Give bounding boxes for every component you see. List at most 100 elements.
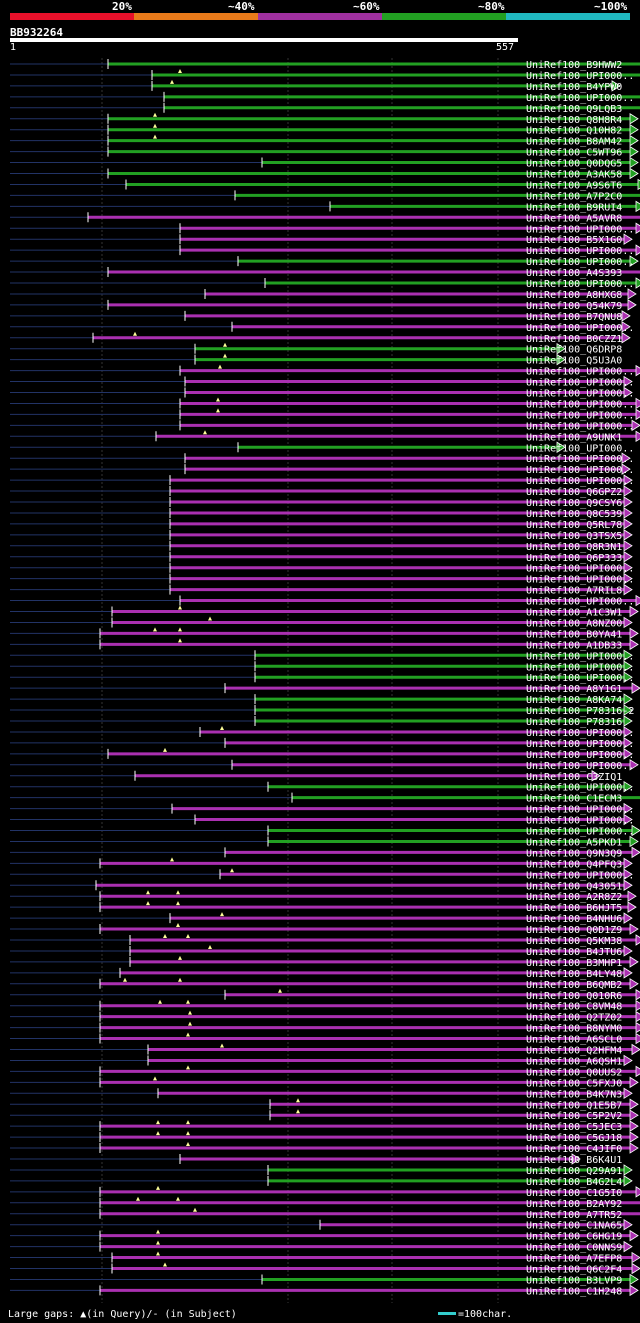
hit-label[interactable]: UniRef100_UPI000..: [526, 323, 634, 334]
hit-label[interactable]: UniRef100_B6QMB2: [526, 980, 622, 991]
hit-label[interactable]: UniRef100_UPI000..: [526, 378, 634, 389]
hit-label[interactable]: UniRef100_Q8H8R4: [526, 115, 622, 126]
hit-label[interactable]: UniRef100_Q1E5B7: [526, 1100, 622, 1111]
hit-label[interactable]: UniRef100_Q6DRP8: [526, 345, 622, 356]
hit-label[interactable]: UniRef100_B4G2L4: [526, 1177, 622, 1188]
hit-label[interactable]: UniRef100_A5PKD1: [526, 837, 622, 848]
hit-label[interactable]: UniRef100_C5FXJ0: [526, 1078, 622, 1089]
hit-label[interactable]: UniRef100_A7P2C0: [526, 191, 622, 202]
hit-label[interactable]: UniRef100_UPI000..: [526, 367, 634, 378]
hit-label[interactable]: UniRef100_C5P2V2: [526, 1111, 622, 1122]
hit-label[interactable]: UniRef100_UPI000..: [526, 805, 634, 816]
hit-label[interactable]: UniRef100_UPI000..: [526, 399, 634, 410]
hit-label[interactable]: UniRef100_UPI000..: [526, 597, 634, 608]
hit-label[interactable]: UniRef100_Q9N3Q9: [526, 848, 622, 859]
hit-label[interactable]: UniRef100_Q2HFM4: [526, 1046, 622, 1057]
hit-label[interactable]: UniRef100_UPI000..: [526, 224, 634, 235]
hit-label[interactable]: UniRef100_A2R8Z2: [526, 892, 622, 903]
hit-label[interactable]: UniRef100_A8HXG8: [526, 290, 622, 301]
hit-label[interactable]: UniRef100_Q9CSY6: [526, 498, 622, 509]
hit-label[interactable]: UniRef100_B4LY48: [526, 969, 622, 980]
hit-label[interactable]: UniRef100_A6SCL0: [526, 1035, 622, 1046]
hit-label[interactable]: UniRef100_B8AM42: [526, 137, 622, 148]
hit-label[interactable]: UniRef100_Q6P333: [526, 553, 622, 564]
hit-label[interactable]: UniRef100_B4YPW0: [526, 82, 622, 93]
hit-label[interactable]: UniRef100_Q0UUS2: [526, 1067, 622, 1078]
hit-label[interactable]: UniRef100_A1C3W1: [526, 608, 622, 619]
hit-label[interactable]: UniRef100_C1NA65: [526, 1221, 622, 1232]
hit-label[interactable]: UniRef100_C8VM48: [526, 1002, 622, 1013]
hit-label[interactable]: UniRef100_A8NZ00: [526, 618, 622, 629]
hit-label[interactable]: UniRef100_B4K7N3: [526, 1089, 622, 1100]
hit-label[interactable]: UniRef100_UPI000..: [526, 454, 634, 465]
hit-label[interactable]: UniRef100_Q4PFQ3: [526, 859, 622, 870]
hit-label[interactable]: UniRef100_UPI000..: [526, 827, 634, 838]
hit-label[interactable]: UniRef100_Q0DQG5: [526, 159, 622, 170]
hit-label[interactable]: UniRef100_UPI000..: [526, 761, 634, 772]
hit-label[interactable]: UniRef100_A4S393: [526, 268, 622, 279]
hit-label[interactable]: UniRef100_UPI000..: [526, 389, 634, 400]
hit-label[interactable]: UniRef100_B9RUI4: [526, 202, 622, 213]
hit-label[interactable]: UniRef100_A1DB33: [526, 640, 622, 651]
hit-label[interactable]: UniRef100_C1H248: [526, 1286, 622, 1297]
hit-label[interactable]: UniRef100_Q54K79: [526, 301, 622, 312]
hit-label[interactable]: UniRef100_B6HJT5: [526, 903, 622, 914]
hit-label[interactable]: UniRef100_Q8R3N1: [526, 542, 622, 553]
hit-label[interactable]: UniRef100_A9UNK1: [526, 432, 622, 443]
hit-label[interactable]: UniRef100_Q8C539: [526, 509, 622, 520]
hit-label[interactable]: UniRef100_C5WT96: [526, 148, 622, 159]
hit-label[interactable]: UniRef100_B0CZZ1: [526, 334, 622, 345]
hit-label[interactable]: UniRef100_C3ZIQ1: [526, 772, 622, 783]
hit-label[interactable]: UniRef100_C1G5I0: [526, 1188, 622, 1199]
hit-label[interactable]: UniRef100_Q5KM38: [526, 936, 622, 947]
hit-label[interactable]: UniRef100_Q6GPZ2: [526, 487, 622, 498]
hit-label[interactable]: UniRef100_B4JTU6: [526, 947, 622, 958]
hit-label[interactable]: UniRef100_C1ECM3: [526, 794, 622, 805]
hit-label[interactable]: UniRef100_UPI000..: [526, 279, 634, 290]
hit-label[interactable]: UniRef100_C5JEC3: [526, 1122, 622, 1133]
hit-label[interactable]: UniRef100_A9S6T6: [526, 180, 622, 191]
hit-label[interactable]: UniRef100_A7TR52: [526, 1210, 622, 1221]
hit-label[interactable]: UniRef100_B6K4U1: [526, 1155, 622, 1166]
hit-label[interactable]: UniRef100_A7RIL8: [526, 586, 622, 597]
hit-label[interactable]: UniRef100_UPI000..: [526, 816, 634, 827]
hit-label[interactable]: UniRef100_Q6C2F4: [526, 1265, 622, 1276]
hit-label[interactable]: UniRef100_UPI000..: [526, 410, 634, 421]
hit-label[interactable]: UniRef100_B3LVP9: [526, 1275, 622, 1286]
hit-label[interactable]: UniRef100_UPI000..: [526, 651, 634, 662]
hit-label[interactable]: UniRef100_B8NYM0: [526, 1024, 622, 1035]
hit-label[interactable]: UniRef100_P78316: [526, 717, 622, 728]
hit-label[interactable]: UniRef100_Q010R6: [526, 991, 622, 1002]
hit-label[interactable]: UniRef100_A3AK58: [526, 170, 622, 181]
hit-label[interactable]: UniRef100_UPI000..: [526, 246, 634, 257]
hit-label[interactable]: UniRef100_P78316-2: [526, 706, 634, 717]
hit-label[interactable]: UniRef100_UPI000..: [526, 739, 634, 750]
hit-label[interactable]: UniRef100_UPI000..: [526, 662, 634, 673]
hit-label[interactable]: UniRef100_Q29A91: [526, 1166, 622, 1177]
hit-label[interactable]: UniRef100_A5AVR8: [526, 213, 622, 224]
hit-label[interactable]: UniRef100_C4JIF0: [526, 1144, 622, 1155]
hit-label[interactable]: UniRef100_C6HG19: [526, 1232, 622, 1243]
hit-label[interactable]: UniRef100_B7QNU8: [526, 312, 622, 323]
hit-label[interactable]: UniRef100_UPI000..: [526, 465, 634, 476]
hit-label[interactable]: UniRef100_UPI000..: [526, 421, 634, 432]
hit-label[interactable]: UniRef100_C0NNS9: [526, 1243, 622, 1254]
hit-label[interactable]: UniRef100_UPI000..: [526, 564, 634, 575]
hit-label[interactable]: UniRef100_Q5U3A0: [526, 356, 622, 367]
hit-label[interactable]: UniRef100_A7EFP8: [526, 1254, 622, 1265]
hit-label[interactable]: UniRef100_UPI000..: [526, 750, 634, 761]
hit-label[interactable]: UniRef100_Q10H82: [526, 126, 622, 137]
hit-label[interactable]: UniRef100_C5GJ18: [526, 1133, 622, 1144]
hit-label[interactable]: UniRef100_Q5RL78: [526, 520, 622, 531]
hit-label[interactable]: UniRef100_UPI000..: [526, 476, 634, 487]
hit-label[interactable]: UniRef100_UPI000..: [526, 575, 634, 586]
hit-label[interactable]: UniRef100_Q0D1Z9: [526, 925, 622, 936]
hit-label[interactable]: UniRef100_B9HWW2: [526, 60, 622, 71]
hit-label[interactable]: UniRef100_B2AY92: [526, 1199, 622, 1210]
hit-label[interactable]: UniRef100_A6QSH1: [526, 1056, 622, 1067]
hit-label[interactable]: UniRef100_UPI000..: [526, 728, 634, 739]
hit-label[interactable]: UniRef100_UPI000..: [526, 71, 634, 82]
hit-label[interactable]: UniRef100_UPI000..: [526, 93, 634, 104]
hit-label[interactable]: UniRef100_A8KA74: [526, 695, 622, 706]
hit-label[interactable]: UniRef100_B4NHU6: [526, 914, 622, 925]
